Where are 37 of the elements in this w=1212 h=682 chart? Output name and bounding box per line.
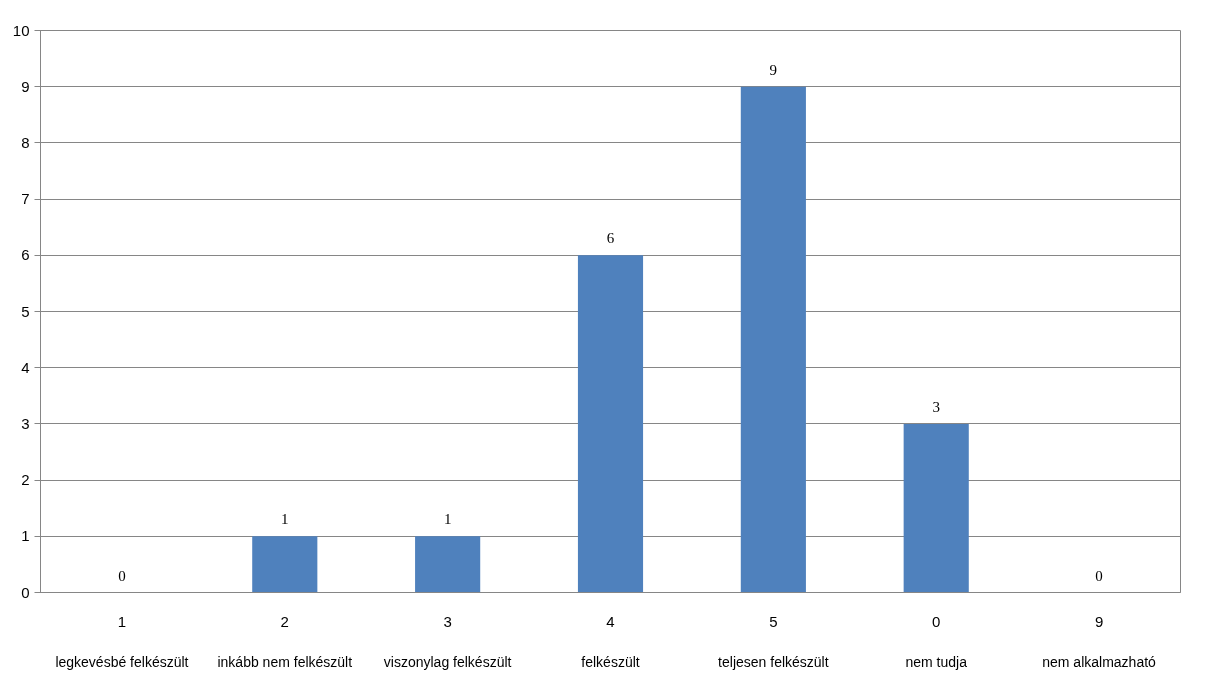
text: 5	[769, 612, 778, 630]
x-tick-label: viszonylag felkészült	[383, 653, 512, 670]
text: 1	[117, 612, 127, 630]
x-tick-label: felkészült	[581, 653, 640, 670]
y-tick-label: 8	[21, 133, 30, 151]
x-tick-label: teljesen felkészült	[718, 653, 829, 670]
bar	[740, 86, 806, 593]
bar	[252, 536, 318, 593]
data-label: 9	[769, 61, 778, 78]
x-tick-label: inkább nem felkészült	[217, 653, 353, 670]
data-label: 0	[1095, 567, 1103, 584]
y-tick-label: 2	[21, 471, 30, 489]
x-tick-label: nem alkalmazható	[1042, 653, 1157, 670]
y-tick-label: 6	[21, 246, 30, 264]
data-label: 0	[118, 567, 126, 584]
text: 2	[280, 612, 289, 630]
data-label: 3	[932, 398, 940, 415]
bar	[903, 423, 969, 593]
y-tick-label: 1	[21, 527, 30, 545]
y-tick-label: 10	[12, 21, 30, 39]
data-label: 1	[281, 511, 289, 528]
y-tick-label: 5	[21, 302, 30, 320]
text: 3	[443, 612, 452, 630]
bar	[415, 536, 481, 593]
y-tick-label: 4	[21, 358, 30, 376]
y-tick-label: 9	[21, 77, 30, 95]
text: 4	[606, 612, 615, 630]
text: 0	[932, 612, 941, 630]
x-tick-label: legkevésbé felkészült	[55, 653, 189, 670]
data-label: 6	[606, 230, 615, 247]
y-tick-label: 7	[21, 190, 30, 208]
x-tick-label: nem tudja	[905, 653, 968, 670]
data-label: 1	[443, 511, 452, 528]
bar	[577, 255, 644, 593]
y-tick-label: 0	[21, 583, 30, 601]
text: 9	[1094, 612, 1104, 630]
y-tick-label: 3	[21, 414, 30, 432]
